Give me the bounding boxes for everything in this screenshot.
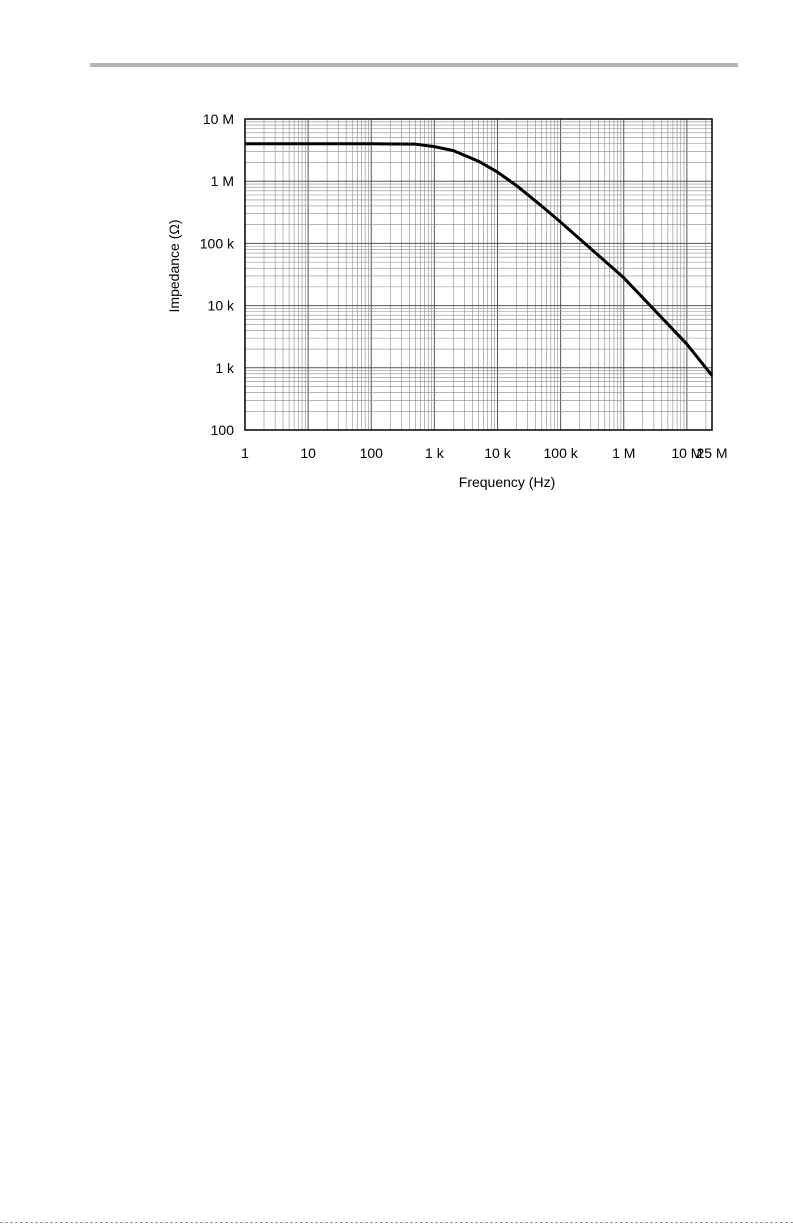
x-tick-label: 10 k <box>484 445 511 461</box>
x-tick-label: 10 <box>300 445 316 461</box>
x-tick-label: 100 <box>360 445 384 461</box>
x-tick-label: 1 k <box>425 445 445 461</box>
x-tick-label: 25 M <box>696 445 727 461</box>
x-tick-label: 100 k <box>544 445 579 461</box>
y-tick-labels: 100 1 k 10 k 100 k 1 M 10 M <box>200 111 235 438</box>
y-tick-label: 100 <box>211 422 235 438</box>
y-axis-label: Impedance (Ω) <box>166 220 182 313</box>
impedance-curve <box>245 142 714 377</box>
page-header-rule <box>90 63 738 67</box>
y-tick-label: 1 k <box>215 360 235 376</box>
series-layer <box>245 142 714 377</box>
page-bottom-rule <box>0 1222 793 1223</box>
chart-grid <box>245 119 712 430</box>
x-axis-label: Frequency (Hz) <box>459 474 555 490</box>
y-tick-label: 100 k <box>200 235 235 251</box>
y-tick-label: 10 k <box>208 298 235 314</box>
x-tick-label: 1 <box>241 445 249 461</box>
x-tick-label: 10 M <box>671 445 702 461</box>
x-tick-label: 1 M <box>612 445 635 461</box>
y-tick-label: 1 M <box>211 173 234 189</box>
plot-frame <box>244 118 713 431</box>
x-tick-labels: 1 10 100 1 k 10 k 100 k 1 M 10 M25 M <box>241 445 727 461</box>
y-tick-label: 10 M <box>203 111 234 127</box>
